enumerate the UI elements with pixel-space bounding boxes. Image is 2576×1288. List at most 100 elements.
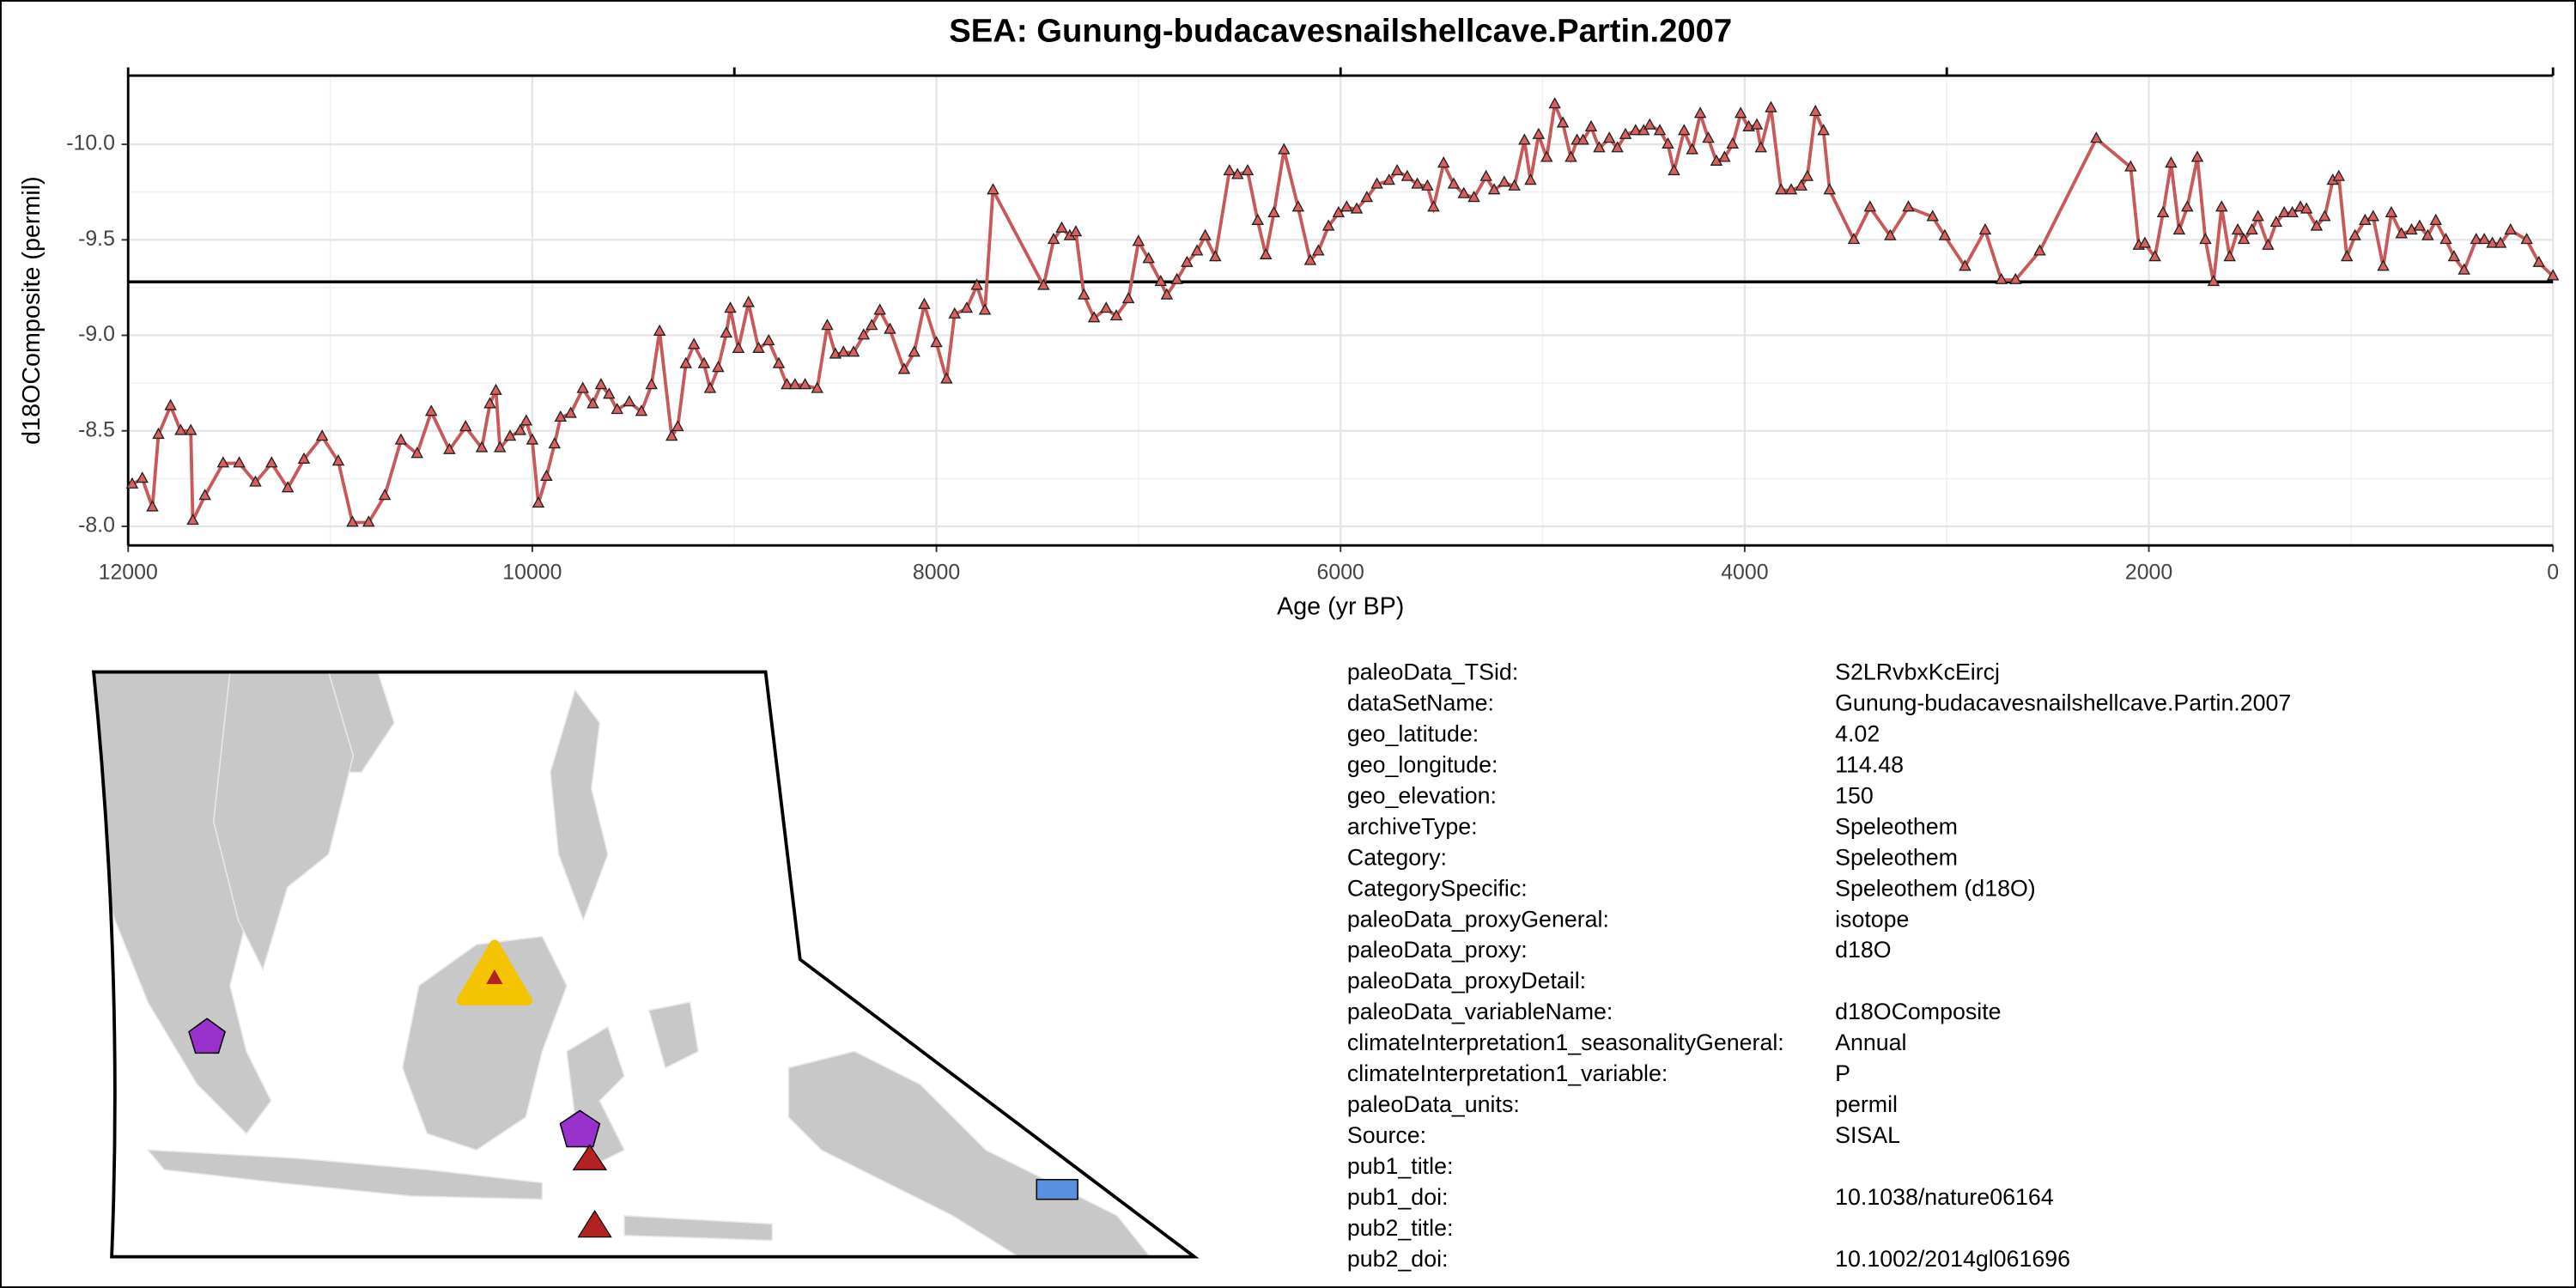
data-point xyxy=(611,402,623,415)
data-point xyxy=(799,378,811,390)
data-point xyxy=(513,423,527,435)
data-point xyxy=(586,397,599,409)
data-point xyxy=(2486,236,2499,248)
data-point xyxy=(847,345,860,357)
data-point xyxy=(788,378,802,390)
data-point xyxy=(2033,244,2046,256)
data-point xyxy=(2546,269,2560,281)
data-point xyxy=(2413,219,2427,231)
data-point xyxy=(125,477,139,489)
data-point xyxy=(762,333,775,346)
data-point xyxy=(1754,141,1767,153)
y-tick-label: -8.0 xyxy=(78,513,115,538)
metadata-value: 4.02 xyxy=(1835,720,1880,746)
data-point xyxy=(2377,259,2390,271)
data-point xyxy=(424,404,438,416)
data-point xyxy=(1611,141,1624,153)
data-point xyxy=(1784,183,1798,195)
data-point xyxy=(1593,141,1606,153)
data-point xyxy=(174,423,187,435)
data-point xyxy=(1548,97,1561,109)
data-point xyxy=(752,341,765,353)
x-tick-label: 8000 xyxy=(913,560,960,584)
data-point xyxy=(2429,213,2442,225)
data-point xyxy=(2359,213,2372,225)
data-point xyxy=(781,378,793,390)
metadata-key: geo_latitude: xyxy=(1347,720,1479,746)
site-marker xyxy=(486,969,503,985)
data-point xyxy=(1978,222,1992,235)
data-point xyxy=(1479,169,1492,181)
data-point xyxy=(1447,177,1461,189)
data-point xyxy=(540,469,553,482)
data-point xyxy=(623,395,636,407)
data-line xyxy=(131,98,2555,525)
data-point xyxy=(2405,222,2418,235)
data-point xyxy=(1360,191,1374,203)
data-point xyxy=(1069,225,1083,237)
data-point xyxy=(2138,236,2152,248)
metadata-value: 150 xyxy=(1835,782,1874,808)
data-point xyxy=(2269,216,2283,228)
data-point xyxy=(1602,131,1616,143)
x-tick-label: 2000 xyxy=(2125,560,2172,584)
data-point xyxy=(1099,301,1113,313)
data-point xyxy=(1037,278,1050,290)
data-point xyxy=(1400,169,1414,181)
data-point xyxy=(1902,200,1915,212)
data-point xyxy=(1863,200,1877,212)
data-point xyxy=(2277,205,2291,218)
metadata-key: paleoData_proxyGeneral: xyxy=(1347,906,1609,932)
data-point xyxy=(2124,160,2137,172)
data-point xyxy=(2385,205,2398,218)
data-point xyxy=(2340,250,2354,262)
data-point xyxy=(1808,104,1822,117)
data-point xyxy=(2470,233,2483,245)
metadata-value: d18O xyxy=(1835,937,1891,963)
data-point xyxy=(772,356,786,368)
data-point xyxy=(1653,124,1667,136)
data-point xyxy=(742,295,755,307)
data-point xyxy=(1524,173,1537,185)
data-point xyxy=(233,456,246,468)
data-point xyxy=(564,406,577,418)
data-point xyxy=(1170,272,1183,284)
map xyxy=(91,670,1200,1259)
data-point xyxy=(948,307,961,319)
data-point xyxy=(940,372,953,384)
data-point xyxy=(653,324,666,336)
data-point xyxy=(2532,255,2545,267)
data-point xyxy=(1678,124,1691,136)
data-point xyxy=(1382,173,1395,185)
data-point xyxy=(1390,163,1404,176)
data-point xyxy=(184,423,197,435)
site-marker xyxy=(559,1109,601,1148)
data-point xyxy=(186,513,199,526)
x-tick-label: 0 xyxy=(2547,560,2559,584)
data-point xyxy=(1487,183,1501,195)
metadata-value: SISAL xyxy=(1835,1122,1900,1148)
data-point xyxy=(1132,234,1145,246)
data-point xyxy=(978,303,992,315)
data-point xyxy=(1847,233,1861,245)
data-point xyxy=(1710,154,1723,166)
land xyxy=(212,671,355,971)
data-point xyxy=(1693,106,1707,118)
data-point xyxy=(2477,233,2491,245)
data-point xyxy=(987,183,999,195)
data-point xyxy=(1142,252,1155,264)
data-point xyxy=(2008,272,2022,284)
data-point xyxy=(2421,228,2434,240)
data-point xyxy=(1926,210,1940,222)
data-point xyxy=(2172,222,2186,235)
data-point xyxy=(1702,131,1715,143)
data-point xyxy=(665,429,678,441)
data-point xyxy=(1577,133,1589,145)
metadata-key: pub2_doi: xyxy=(1347,1246,1449,1272)
data-point xyxy=(865,319,878,331)
metadata-key: climateInterpretation1_variable: xyxy=(1347,1060,1668,1086)
data-point xyxy=(1078,288,1091,300)
y-tick-label: -9.0 xyxy=(78,322,115,346)
data-point xyxy=(2165,156,2178,168)
